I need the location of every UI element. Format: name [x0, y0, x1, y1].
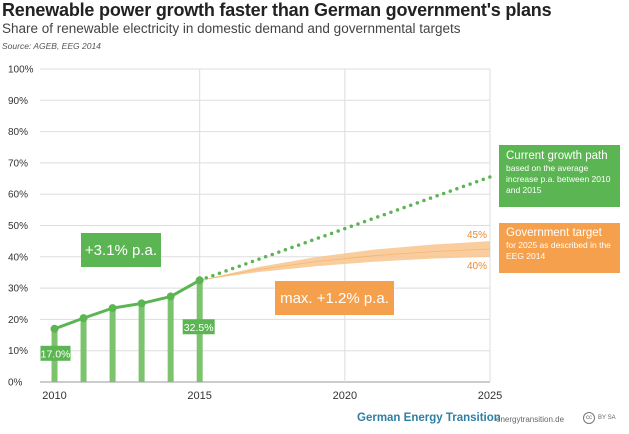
government-target-title: Government target [506, 227, 602, 239]
y-tick-label: 90% [8, 96, 28, 107]
chart-source: Source: AGEB, EEG 2014 [2, 41, 101, 51]
y-tick-label: 70% [8, 158, 28, 169]
current-growth-title: Current growth path [506, 150, 608, 162]
y-tick-label: 40% [8, 252, 28, 263]
target-band-area [199, 241, 490, 281]
data-label-2010: 17.0% [41, 348, 71, 360]
history-point [137, 299, 146, 308]
government-target-legend: Government target for 2025 as described … [499, 223, 620, 273]
bar [167, 296, 174, 382]
x-axis-ticks: 2010 2015 2020 2025 [42, 390, 502, 402]
x-tick-label: 2025 [478, 390, 502, 402]
history-point [79, 314, 88, 323]
y-tick-label: 30% [8, 284, 28, 295]
bar [109, 308, 116, 382]
growth-target-label: max. +1.2% p.a. [275, 281, 394, 315]
y-tick-label: 80% [8, 127, 28, 138]
bar [138, 303, 145, 382]
grid-layer [40, 68, 491, 383]
data-label-2015: 32.5% [184, 322, 214, 334]
cc-icon: cc [583, 412, 595, 424]
projection-line [197, 175, 492, 283]
x-tick-label: 2020 [333, 390, 357, 402]
current-growth-legend: Current growth path based on the average… [499, 145, 620, 207]
history-point [108, 304, 117, 313]
y-tick-label: 10% [8, 346, 28, 357]
bar-series [51, 280, 203, 382]
current-growth-desc: based on the average increase p.a. betwe… [506, 163, 611, 195]
data-labels: 17.0% 32.5% 45% 40% [40, 230, 487, 361]
chart-subtitle: Share of renewable electricity in domest… [2, 21, 461, 36]
x-tick-label: 2015 [187, 390, 211, 402]
history-point [166, 292, 175, 301]
history-point [50, 324, 59, 333]
growth-history-label: +3.1% p.a. [81, 233, 161, 267]
projection-line-path [197, 175, 492, 283]
footer-site-link[interactable]: energytransition.de [496, 415, 565, 424]
history-line-path [53, 278, 201, 331]
y-tick-label: 100% [8, 65, 34, 76]
data-label-box [40, 345, 71, 361]
cc-license-badge: cc BY SA [583, 412, 616, 424]
y-tick-label: 0% [8, 378, 23, 389]
history-line [50, 276, 204, 333]
target-band-center [199, 248, 491, 281]
footer-brand: German Energy Transition [357, 412, 501, 424]
y-tick-label: 20% [8, 315, 28, 326]
y-tick-label: 60% [8, 190, 28, 201]
bar [80, 318, 87, 382]
y-axis-ticks: 0% 10% 20% 30% 40% 50% 60% 70% 80% 90% 100% [8, 65, 34, 389]
chart-title: Renewable power growth faster than Germa… [2, 0, 552, 20]
y-tick-label: 50% [8, 221, 28, 232]
x-tick-label: 2010 [42, 390, 66, 402]
cc-license-text: BY SA [598, 415, 616, 421]
government-target-desc: for 2025 as described in the EEG 2014 [506, 240, 611, 261]
band-upper-label: 45% [467, 230, 487, 241]
target-band [199, 241, 491, 281]
band-lower-label: 40% [467, 261, 487, 272]
data-label-box [182, 319, 215, 335]
